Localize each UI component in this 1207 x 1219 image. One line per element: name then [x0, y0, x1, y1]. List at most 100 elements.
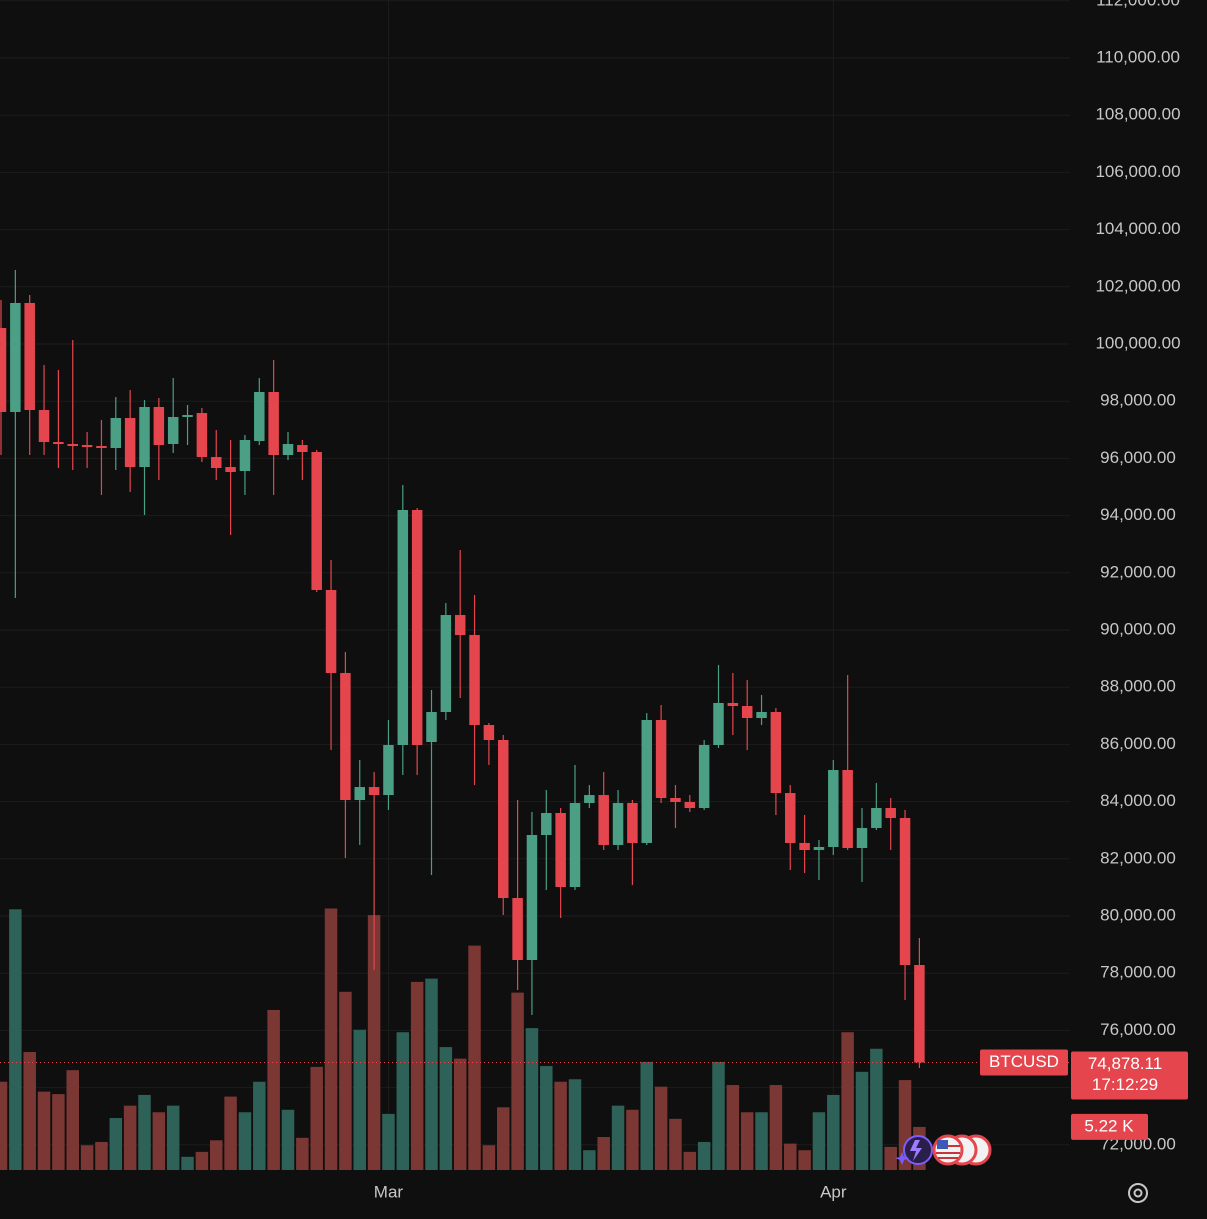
volume-bar: [683, 1151, 697, 1170]
volume-bar: [769, 1085, 783, 1170]
volume-bar: [425, 978, 438, 1170]
volume-bar: [166, 1105, 180, 1170]
volume-bar: [554, 1081, 567, 1170]
volume-bar: [324, 908, 338, 1170]
candle-body: [698, 745, 710, 809]
candle-body: [38, 410, 50, 443]
candle-body: [368, 787, 380, 796]
volume-label: 5.22 K: [1084, 1116, 1134, 1135]
volume-bar: [123, 1105, 137, 1170]
candle-body: [785, 793, 796, 843]
candle-body: [799, 842, 810, 850]
volume-bar: [453, 1058, 467, 1170]
volume-bar: [870, 1048, 883, 1170]
candle-body: [641, 720, 652, 843]
volume-bar: [138, 1094, 151, 1170]
volume-bar: [396, 1032, 410, 1170]
volume-bar: [382, 1113, 395, 1170]
candle-body: [670, 797, 681, 803]
candle-body: [24, 302, 35, 411]
volume-bar: [654, 1086, 668, 1170]
y-tick-label: 88,000.00: [1100, 677, 1176, 696]
volume-bar: [712, 1061, 725, 1170]
volume-bar: [52, 1094, 65, 1170]
candle-body: [96, 446, 107, 449]
volume-bar: [640, 1061, 653, 1170]
candle-body: [555, 813, 566, 888]
volume-bar: [339, 991, 352, 1170]
volume-layer: [0, 908, 926, 1170]
flag-canton: [937, 1140, 948, 1149]
candle-body: [110, 417, 122, 449]
volume-bar: [855, 1071, 869, 1170]
volume-bar: [511, 992, 524, 1170]
volume-bar: [37, 1091, 51, 1170]
candle-body: [856, 828, 868, 848]
volume-bar: [597, 1137, 610, 1170]
sparkle: [895, 1152, 909, 1165]
symbol-label: BTCUSD: [989, 1052, 1059, 1071]
candle-body: [282, 444, 294, 455]
y-tick-label: 84,000.00: [1100, 791, 1176, 810]
candle-body: [684, 802, 696, 809]
candle-body: [541, 813, 552, 836]
volume-bar: [253, 1081, 266, 1170]
volume-bar: [669, 1118, 682, 1170]
volume-bar: [439, 1047, 453, 1170]
y-tick-label: 92,000.00: [1100, 562, 1176, 581]
volume-tag: [1071, 1113, 1148, 1140]
volume-bar: [296, 1137, 309, 1170]
y-tick-label: 78,000.00: [1100, 963, 1176, 982]
volume-bar: [281, 1109, 295, 1170]
countdown-label: 17:12:29: [1092, 1075, 1158, 1094]
price-tag: [1071, 1051, 1188, 1100]
candle-body: [498, 739, 509, 899]
volume-bar: [410, 981, 424, 1170]
symbol-tag: [980, 1049, 1068, 1076]
candle-body: [569, 803, 581, 888]
candle-body: [813, 846, 825, 850]
y-tick-label: 110,000.00: [1096, 47, 1180, 66]
y-tick-label: 80,000.00: [1100, 905, 1176, 924]
volume-bar: [95, 1141, 108, 1170]
volume-bar: [468, 945, 481, 1170]
candle-body: [512, 898, 523, 960]
volume-bar: [367, 915, 381, 1170]
candle-body: [81, 445, 93, 448]
volume-bar: [812, 1112, 826, 1170]
volume-bar: [841, 1032, 854, 1170]
volume-bar: [224, 1096, 237, 1170]
candle-body: [182, 415, 193, 417]
candle-body: [239, 440, 251, 472]
candle-body: [311, 451, 322, 590]
candle-body: [828, 769, 839, 847]
candle-body: [871, 808, 882, 829]
candle-body: [411, 509, 423, 746]
candle-body: [727, 702, 739, 706]
volume-bar: [755, 1112, 768, 1170]
volume-bar: [540, 1066, 553, 1170]
y-tick-label: 98,000.00: [1100, 391, 1176, 410]
volume-bar: [482, 1145, 496, 1170]
candle-body: [584, 795, 595, 804]
candle-body: [756, 711, 767, 719]
volume-bar: [238, 1112, 252, 1170]
y-tick-label: 108,000.00: [1095, 105, 1180, 124]
candle-body: [627, 803, 638, 843]
volume-bar: [310, 1066, 323, 1170]
candle-body: [225, 467, 236, 473]
candle-body: [885, 808, 896, 818]
candle-body: [713, 702, 724, 746]
y-tick-label: 96,000.00: [1100, 448, 1176, 467]
y-tick-label: 100,000.00: [1095, 333, 1180, 352]
gear-center: [1133, 1188, 1143, 1198]
candle-body: [53, 442, 64, 445]
volume-bar: [267, 1009, 280, 1170]
candle-layer: [0, 270, 925, 1069]
candle-body: [297, 445, 308, 452]
y-tick-label: 112,000.00: [1096, 0, 1180, 9]
candle-body: [139, 407, 150, 468]
lightning: [910, 1140, 922, 1161]
settings-button[interactable]: [1128, 1183, 1148, 1203]
